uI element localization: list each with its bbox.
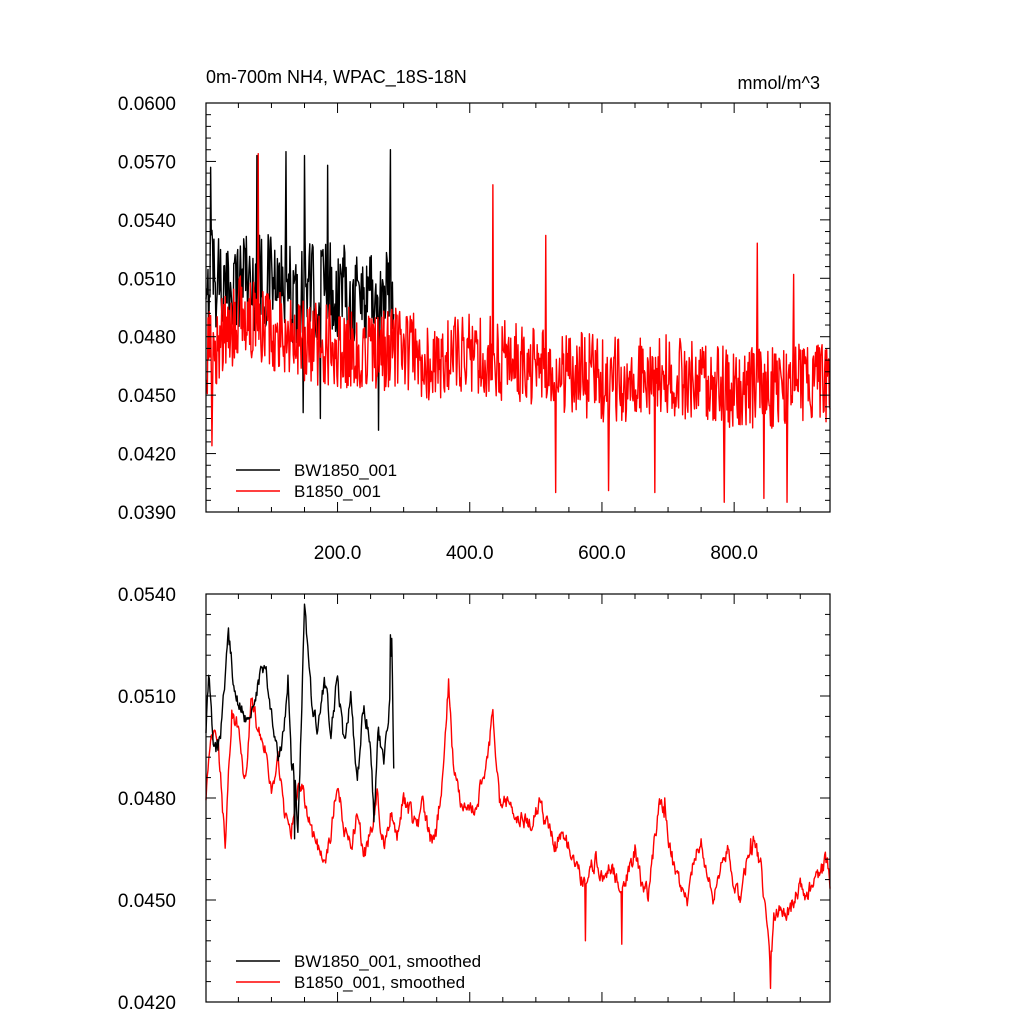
- top-legend-label-bw: BW1850_001: [294, 461, 397, 480]
- bottom-panel: 0.0420 0.0450 0.0480 0.0510 0.0540 BW1850_00…: [118, 585, 831, 1014]
- y-tick-label: 0.0450: [118, 386, 176, 407]
- bottom-series-group: [205, 603, 831, 990]
- y-tick-label: 0.0540: [118, 211, 176, 232]
- y-tick-label: 0.0570: [118, 152, 176, 173]
- top-axis-ticks: 0.0390 0.0420 0.0450 0.0480 0.0510 0.0540 0.05…: [118, 94, 830, 564]
- top-legend: BW1850_001 B1850_001: [236, 461, 397, 501]
- bottom-legend-label-b: B1850_001, smoothed: [294, 973, 465, 992]
- y-tick-label: 0.0390: [118, 503, 176, 524]
- series-line-bw1850-001-smoothed: [205, 603, 395, 840]
- y-tick-label: 0.0510: [118, 269, 176, 290]
- top-plot-frame: [205, 102, 831, 513]
- bottom-axis-ticks: 0.0420 0.0450 0.0480 0.0510 0.0540: [118, 585, 830, 1014]
- series-line-b1850-001-smoothed: [205, 678, 831, 990]
- bottom-plot-frame: [205, 593, 831, 1003]
- y-tick-label: 0.0480: [118, 328, 176, 349]
- y-tick-label: 0.0420: [118, 993, 176, 1014]
- y-tick-label: 0.0420: [118, 445, 176, 466]
- y-tick-label: 0.0480: [118, 789, 176, 810]
- top-panel-title: 0m-700m NH4, WPAC_18S-18N: [206, 67, 467, 88]
- y-tick-label: 0.0510: [118, 687, 176, 708]
- top-series-group: [205, 149, 831, 503]
- x-tick-label: 800.0: [710, 543, 758, 564]
- x-tick-label: 400.0: [446, 543, 494, 564]
- bottom-legend: BW1850_001, smoothed B1850_001, smoothed: [236, 952, 481, 992]
- top-legend-label-b: B1850_001: [294, 482, 381, 501]
- series-line-b1850-001: [205, 152, 831, 503]
- y-tick-label: 0.0540: [118, 585, 176, 606]
- top-panel: 0m-700m NH4, WPAC_18S-18N mmol/m^3 0.039…: [118, 67, 831, 564]
- x-tick-label: 600.0: [578, 543, 626, 564]
- top-panel-units: mmol/m^3: [738, 73, 820, 93]
- bottom-legend-label-bw: BW1850_001, smoothed: [294, 952, 481, 971]
- y-tick-label: 0.0600: [118, 94, 176, 115]
- x-tick-label: 200.0: [314, 543, 362, 564]
- y-tick-label: 0.0450: [118, 891, 176, 912]
